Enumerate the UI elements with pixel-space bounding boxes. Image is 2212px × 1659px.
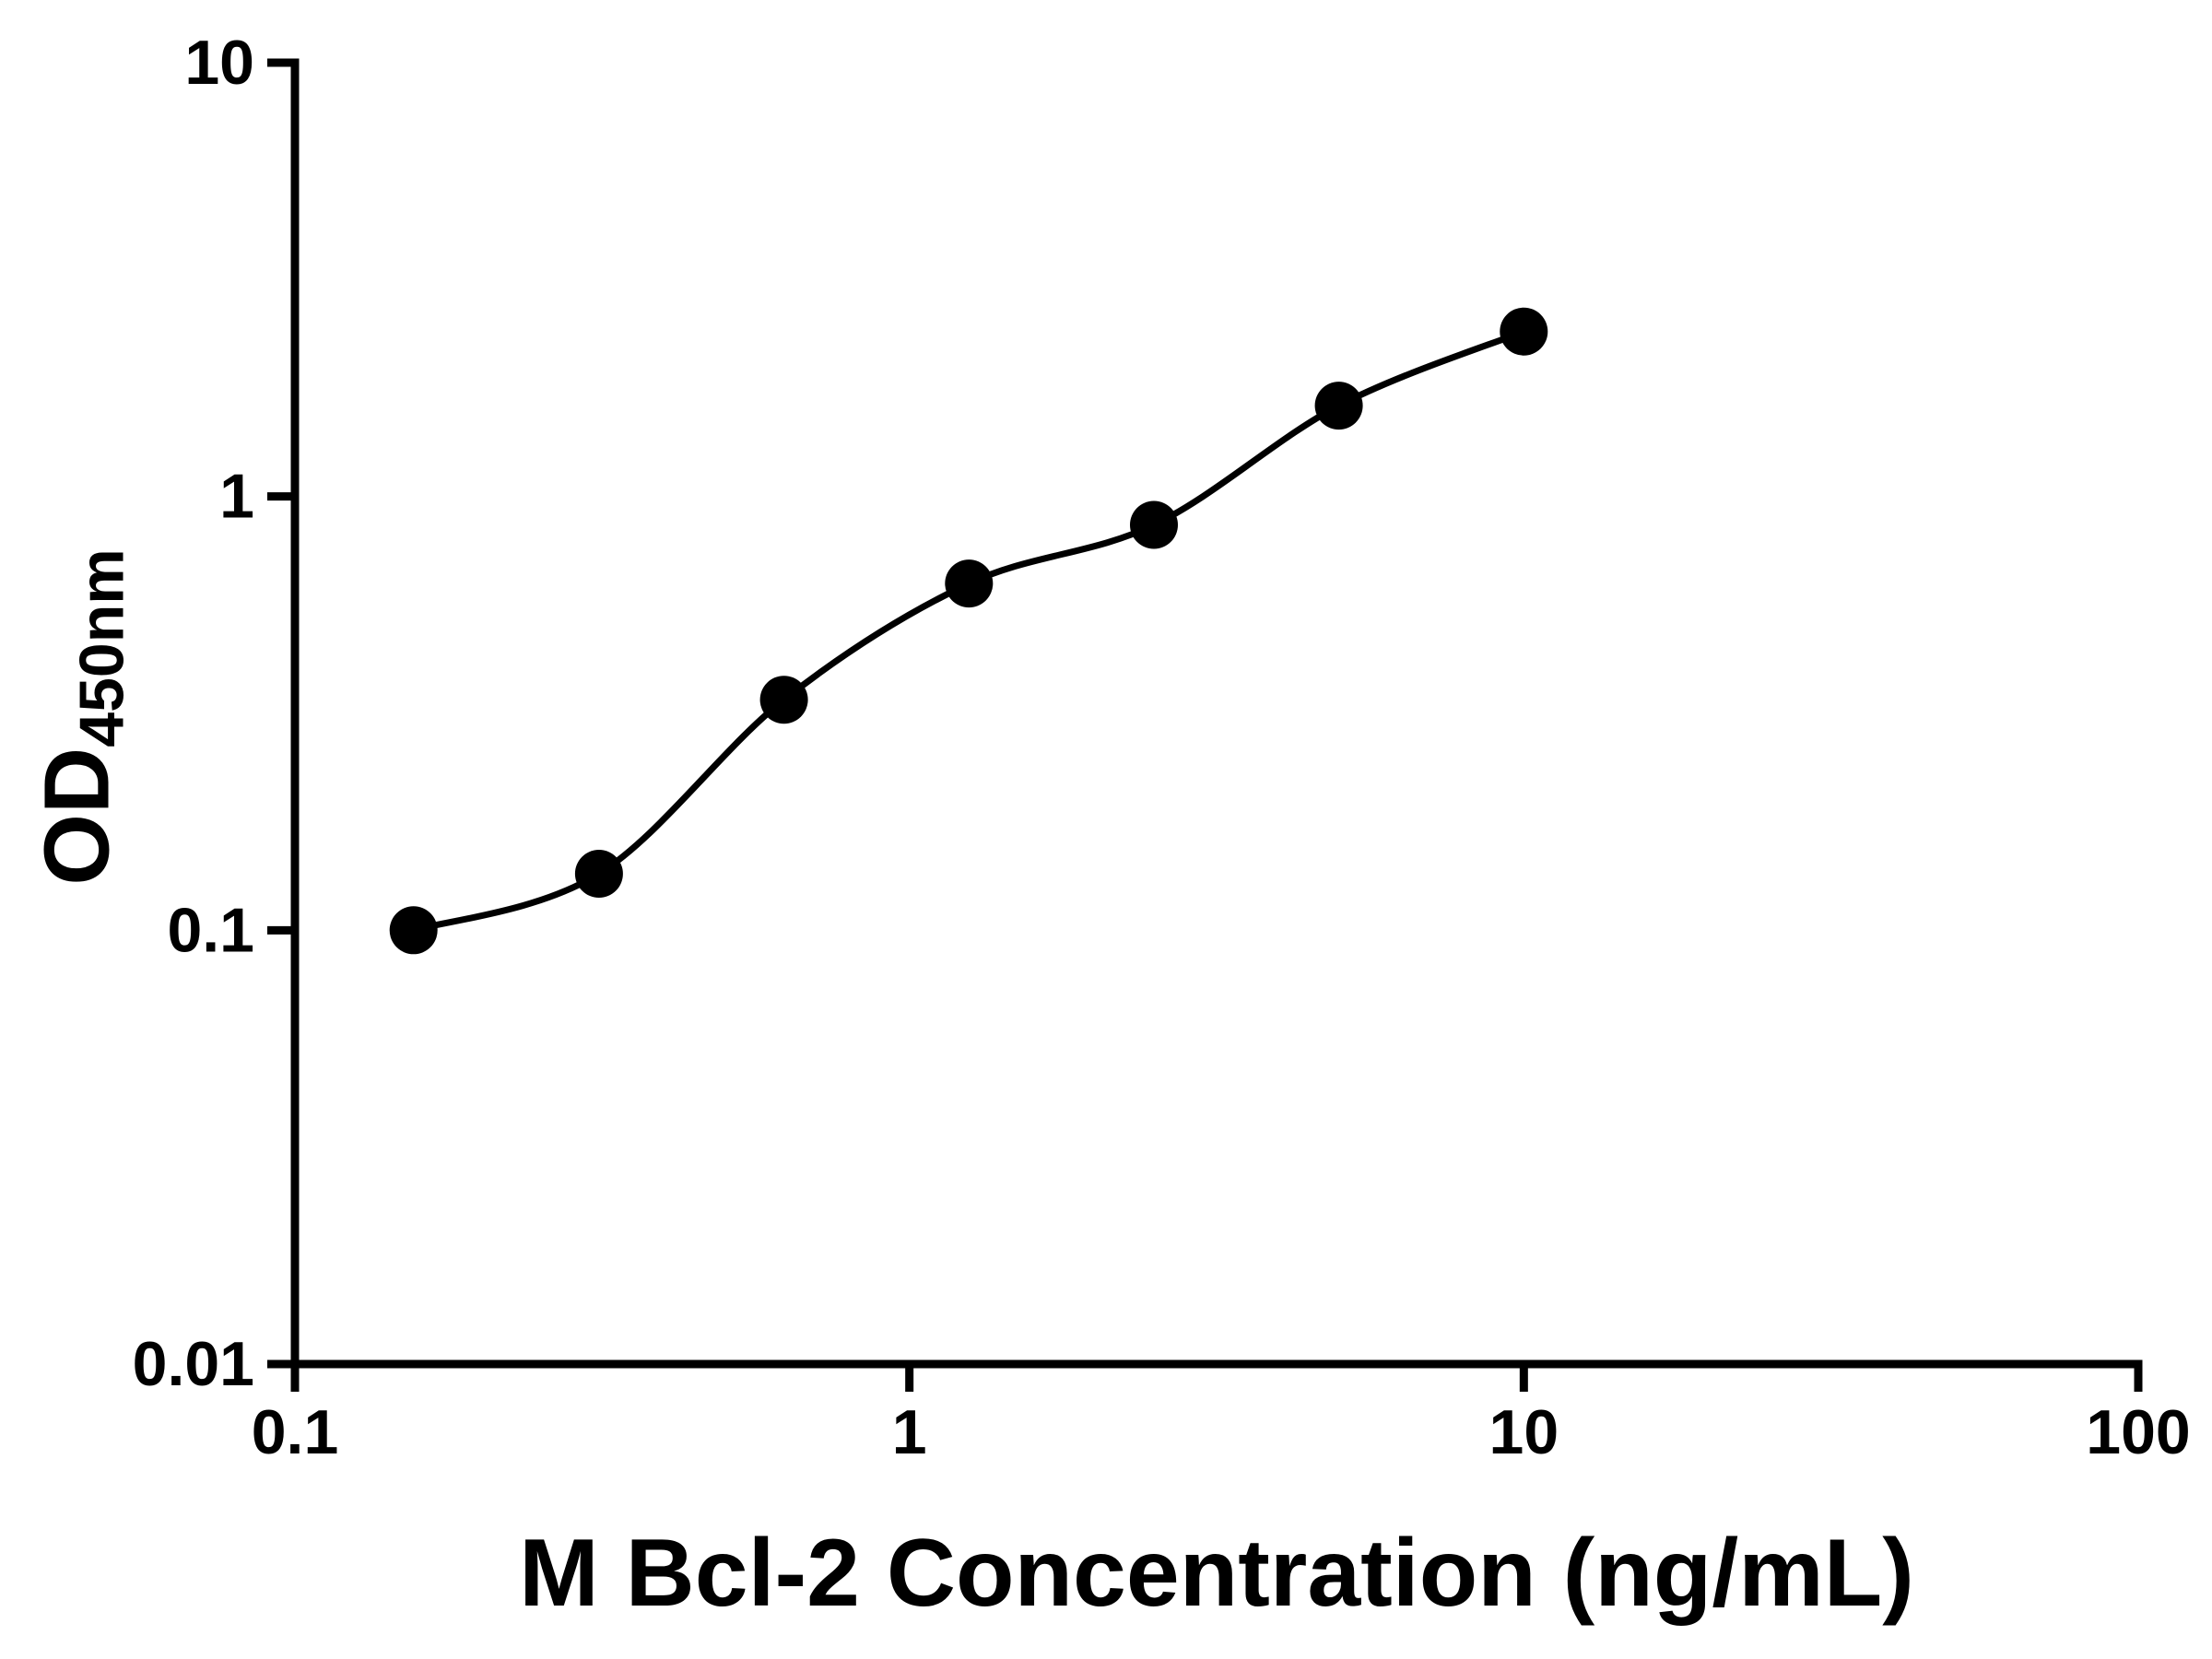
data-point <box>945 559 994 608</box>
y-axis-title-main: OD <box>25 747 129 886</box>
x-tick-label: 10 <box>1489 1397 1559 1467</box>
data-point <box>759 676 808 724</box>
fit-curve <box>412 328 1525 934</box>
y-tick-label: 0.01 <box>133 1329 254 1399</box>
y-axis-title-sub: 450nm <box>66 548 137 747</box>
data-point <box>389 906 438 955</box>
y-tick-label: 0.1 <box>167 895 254 965</box>
x-tick-label: 100 <box>2086 1397 2190 1467</box>
x-tick-label: 0.1 <box>252 1397 339 1467</box>
data-point <box>1314 382 1363 430</box>
x-axis-title: M Bcl-2 Concentration (ng/mL) <box>519 1520 1914 1627</box>
data-point <box>1130 500 1178 549</box>
data-point <box>574 850 623 898</box>
y-axis-title: OD450nm <box>25 548 138 885</box>
y-tick-label: 1 <box>219 462 254 532</box>
data-point <box>1500 307 1548 356</box>
y-tick-label: 10 <box>184 28 254 98</box>
x-tick-label: 1 <box>892 1397 927 1467</box>
